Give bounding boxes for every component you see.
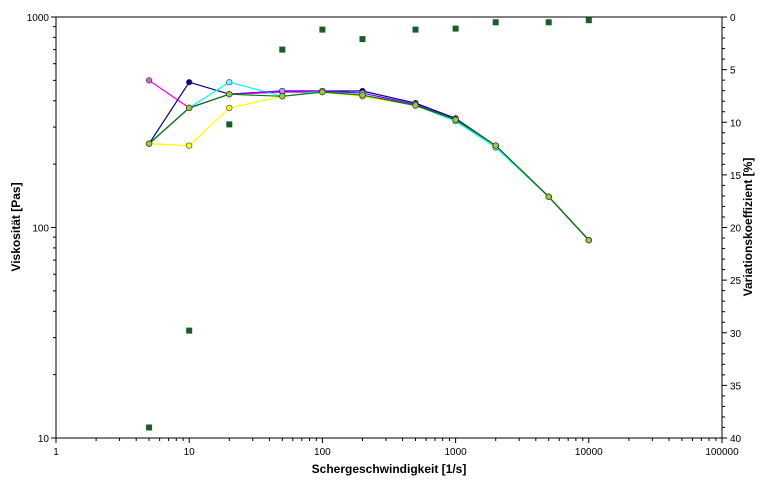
cv-point: [146, 424, 153, 431]
series-6-point: [492, 142, 499, 149]
y-axis-right-label: Variationskoeffizient [%]: [741, 158, 755, 297]
y2-tick-label: 5: [730, 66, 736, 77]
series-4-point: [226, 104, 233, 111]
series-6-point: [226, 91, 233, 98]
series-6-point: [279, 93, 286, 100]
series-3-point: [226, 79, 233, 86]
x-tick-label: 100000: [705, 447, 739, 458]
x-axis-label: Schergeschwindigkeit [1/s]: [312, 462, 467, 476]
series-6-point: [186, 104, 193, 111]
series-6-point: [359, 92, 366, 99]
y-axis-right: 0 5 10 15 20 25 30 35 40: [722, 13, 742, 445]
x-tick-label: 1000: [444, 447, 467, 458]
y2-tick-label: 35: [730, 381, 742, 392]
y-axis-left: 10 100 1000: [27, 13, 56, 445]
y2-tick-label: 25: [730, 276, 742, 287]
x-tick-label: 10: [184, 447, 196, 458]
cv-point: [359, 36, 366, 43]
cv-point: [545, 19, 552, 26]
series-2-point: [186, 79, 193, 86]
series-1-point: [146, 77, 153, 84]
variation-coefficient-series: [146, 17, 592, 431]
y-tick-label: 10: [38, 434, 50, 445]
y2-tick-label: 10: [730, 118, 742, 129]
x-tick-label: 10000: [575, 447, 603, 458]
y2-tick-label: 40: [730, 434, 742, 445]
cv-point: [585, 17, 592, 24]
cv-point: [452, 25, 459, 32]
x-tick-label: 100: [314, 447, 331, 458]
series-6-point: [585, 237, 592, 244]
y2-tick-label: 30: [730, 329, 742, 340]
y2-tick-label: 20: [730, 224, 742, 235]
viscosity-markers: [146, 77, 592, 244]
series-6-point: [146, 140, 153, 147]
y2-tick-label: 15: [730, 171, 742, 182]
cv-point: [319, 26, 326, 33]
series-6-point: [545, 193, 552, 200]
x-tick-label: 1: [53, 447, 59, 458]
cv-point: [279, 46, 286, 53]
series-4-point: [186, 142, 193, 149]
y2-tick-label: 0: [730, 13, 736, 24]
series-6-point: [412, 102, 419, 109]
cv-point: [226, 121, 233, 128]
y-axis-left-label: Viskosität [Pas]: [9, 182, 23, 271]
y-tick-label: 1000: [27, 13, 50, 24]
x-axis: 1 10 100 1000 10000 100000: [53, 438, 739, 458]
cv-point: [186, 327, 193, 334]
series-6-point: [319, 88, 326, 96]
plot-area: [55, 16, 723, 439]
cv-point: [492, 19, 499, 26]
y-tick-label: 100: [32, 224, 49, 235]
series-6-point: [452, 116, 459, 123]
cv-point: [412, 26, 419, 33]
series-5-point: [279, 87, 286, 95]
